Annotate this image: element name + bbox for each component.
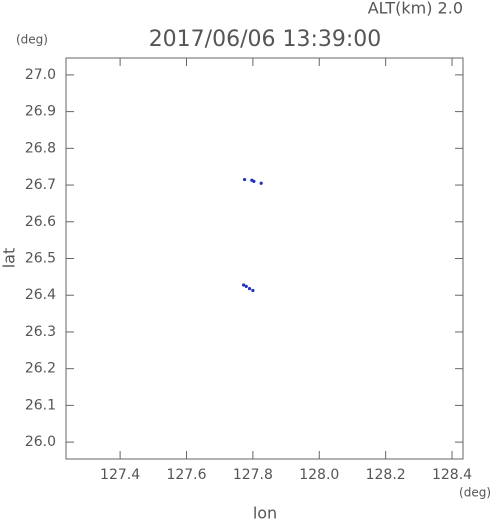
y-tick-label: 26.9 <box>25 104 56 120</box>
y-tick-label: 26.2 <box>25 361 56 377</box>
data-point <box>247 287 252 291</box>
y-unit: (deg) <box>16 33 48 47</box>
x-tick-label: 128.4 <box>432 467 472 483</box>
data-point <box>241 283 246 287</box>
chart-title: 2017/06/06 13:39:00 <box>149 27 382 52</box>
y-tick-label: 27.0 <box>25 67 56 83</box>
x-tick-label: 128.0 <box>299 467 339 483</box>
y-axis-label: lat <box>0 248 19 269</box>
data-point <box>252 179 256 183</box>
plot-frame <box>65 57 464 460</box>
x-tick-label: 128.2 <box>366 467 406 483</box>
y-tick-label: 26.3 <box>25 324 56 340</box>
y-tick-label: 26.8 <box>25 140 56 156</box>
data-point <box>242 177 247 182</box>
data-point <box>244 284 248 289</box>
y-tick-label: 26.0 <box>25 434 56 450</box>
y-tick-label: 26.6 <box>25 214 56 230</box>
x-tick-label: 127.4 <box>100 467 140 483</box>
data-point <box>259 181 263 185</box>
annotation: ALT(km) 2.0 <box>368 0 463 18</box>
y-tick-label: 26.7 <box>25 177 56 193</box>
x-axis-label: lon <box>253 504 277 521</box>
y-tick-label: 26.4 <box>25 287 56 303</box>
y-tick-label: 26.1 <box>25 397 56 413</box>
x-tick-label: 127.6 <box>166 467 206 483</box>
data-point <box>251 288 255 293</box>
x-unit: (deg) <box>459 486 491 500</box>
y-tick-label: 26.5 <box>25 251 56 267</box>
x-tick-label: 127.8 <box>233 467 273 483</box>
